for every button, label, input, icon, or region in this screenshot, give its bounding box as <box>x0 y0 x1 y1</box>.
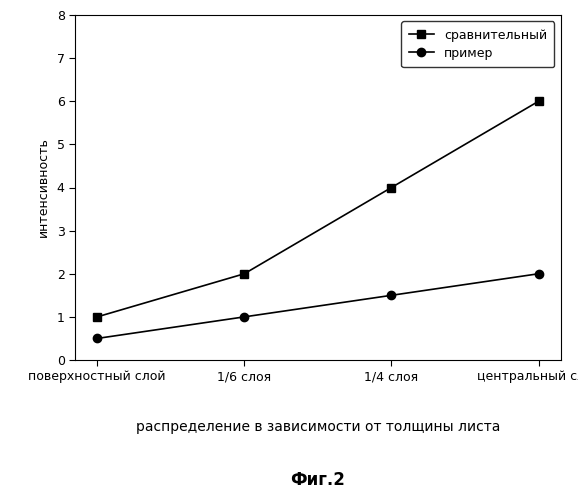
Text: распределение в зависимости от толщины листа: распределение в зависимости от толщины л… <box>136 420 500 434</box>
Line: пример: пример <box>93 270 543 342</box>
пример <box>94 336 101 342</box>
Text: Фиг.2: Фиг.2 <box>291 471 345 489</box>
Line: сравнительный: сравнительный <box>93 97 543 321</box>
пример <box>241 314 248 320</box>
сравнительный <box>388 184 395 190</box>
Y-axis label: интенсивность: интенсивность <box>37 138 50 237</box>
сравнительный <box>241 271 248 277</box>
пример <box>388 292 395 298</box>
Legend: сравнительный, пример: сравнительный, пример <box>401 21 554 67</box>
сравнительный <box>94 314 101 320</box>
пример <box>535 271 542 277</box>
сравнительный <box>535 98 542 104</box>
